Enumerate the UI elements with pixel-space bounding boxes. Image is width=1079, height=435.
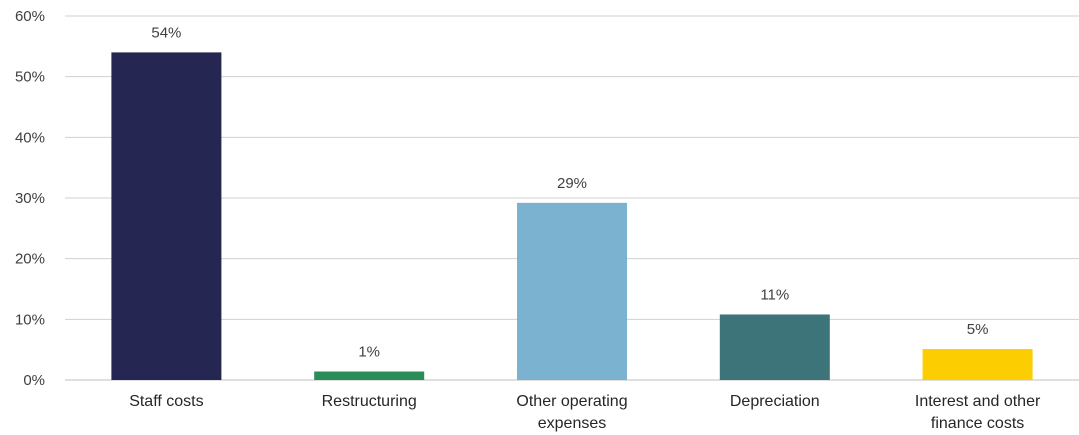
- bars: [111, 52, 1033, 381]
- category-label: Other operating: [516, 393, 627, 410]
- bar: [719, 314, 830, 380]
- category-label: Depreciation: [730, 393, 820, 410]
- category-label: Staff costs: [129, 393, 203, 410]
- y-tick-label: 60%: [15, 8, 45, 25]
- bar: [922, 349, 1033, 380]
- category-label: expenses: [538, 415, 607, 432]
- category-label: finance costs: [931, 415, 1024, 432]
- bar: [517, 202, 627, 380]
- x-axis-category-labels: Staff costs Restructuring Other operating e…: [129, 393, 1041, 432]
- category-label: Restructuring: [322, 393, 417, 410]
- y-tick-label: 0%: [23, 372, 45, 389]
- data-label: 1%: [358, 344, 380, 361]
- data-label: 29%: [557, 175, 587, 192]
- data-label: 54%: [151, 24, 181, 41]
- y-tick-label: 10%: [15, 311, 45, 328]
- bar: [314, 371, 425, 380]
- data-labels: 54% 1% 29% 11% 5%: [151, 24, 988, 360]
- data-label: 11%: [760, 286, 789, 303]
- y-tick-label: 20%: [15, 251, 45, 268]
- y-axis-tick-labels: 0% 10% 20% 30% 40% 50% 60%: [15, 8, 45, 389]
- y-tick-label: 30%: [15, 190, 45, 207]
- category-label: Interest and other: [915, 393, 1041, 410]
- data-label: 5%: [967, 321, 989, 338]
- y-tick-label: 40%: [15, 129, 45, 146]
- bar: [111, 52, 222, 381]
- y-tick-label: 50%: [15, 69, 45, 86]
